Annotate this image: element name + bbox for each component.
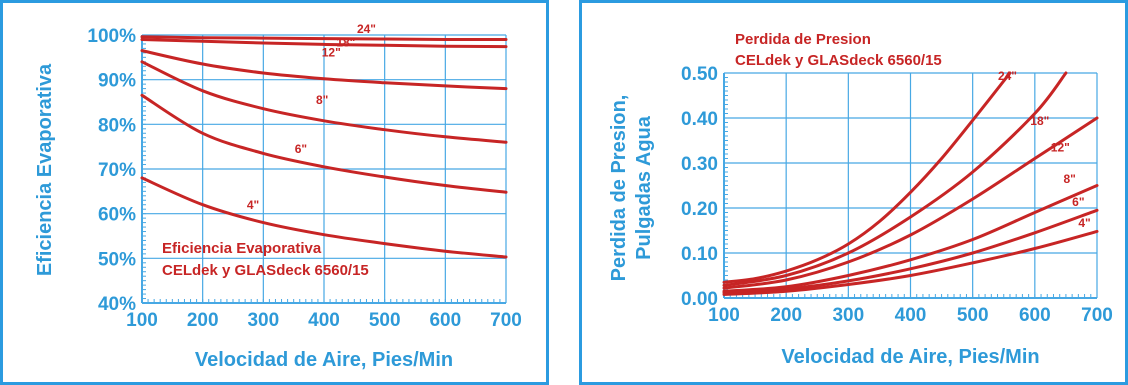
- evaporative-efficiency-chart: 100 200 300 400 500 600 700 40% 50% 60% 70% 80% 90% 1…: [34, 22, 522, 371]
- x-axis-title: Velocidad de Aire, Pies/Min: [195, 349, 453, 371]
- y-tick-label: 0.20: [681, 199, 718, 220]
- series-line: [722, 71, 1012, 284]
- y-tick-label: 0.50: [681, 64, 718, 85]
- y-tick-label: 80%: [98, 115, 136, 136]
- series-line: [140, 35, 508, 42]
- y-tick-label: 50%: [98, 249, 136, 270]
- y-axis-title-line: Perdida de Presion,: [608, 95, 630, 282]
- x-tick-label: 300: [832, 305, 864, 326]
- series-label: 8": [316, 93, 328, 107]
- series-label: 12": [1051, 140, 1070, 154]
- series-label: 24": [998, 69, 1017, 83]
- y-tick-label: 100%: [87, 26, 136, 47]
- pressure-drop-chart: 100 200 300 400 500 600 700 0.00 0.10 0.20 0.30 0.4…: [608, 31, 1113, 368]
- y-tick-label: 0.30: [681, 154, 718, 175]
- series-label: 6": [295, 142, 307, 156]
- series-label: 24": [357, 22, 376, 36]
- series-line: [140, 176, 508, 259]
- x-tick-label: 200: [187, 310, 219, 331]
- series-label: 4": [247, 198, 259, 212]
- series-line: [140, 38, 508, 49]
- y-tick-label: 40%: [98, 294, 136, 315]
- x-axis-title: Velocidad de Aire, Pies/Min: [781, 346, 1039, 368]
- x-tick-label: 400: [895, 305, 927, 326]
- chart-title-line: CELdek y GLASdeck 6560/15: [735, 52, 942, 69]
- series-line: [722, 71, 1068, 287]
- y-tick-label: 70%: [98, 160, 136, 181]
- y-tick-label: 60%: [98, 205, 136, 226]
- x-tick-label: 600: [429, 310, 461, 331]
- series-label: 8": [1063, 172, 1075, 186]
- x-tick-label: 700: [1081, 305, 1113, 326]
- chart-title-line: Eficiencia Evaporativa: [162, 240, 322, 257]
- series-line: [140, 93, 508, 194]
- series-line: [722, 184, 1099, 293]
- series-label: 18": [336, 36, 355, 50]
- x-tick-label: 400: [308, 310, 340, 331]
- series-label: 18": [1030, 114, 1049, 128]
- y-axis-title-line: Pulgadas Agua: [633, 115, 655, 260]
- y-axis-title: Eficiencia Evaporativa: [34, 63, 56, 276]
- series-label: 6": [1072, 195, 1084, 209]
- x-tick-label: 300: [247, 310, 279, 331]
- y-tick-label: 0.10: [681, 244, 718, 265]
- chart-title-line: CELdek y GLASdeck 6560/15: [162, 262, 369, 279]
- x-tick-label: 500: [369, 310, 401, 331]
- series-line: [140, 60, 508, 144]
- x-tick-label: 100: [708, 305, 740, 326]
- x-tick-label: 700: [490, 310, 522, 331]
- chart-frame: [579, 0, 1128, 385]
- series-label: 12": [322, 45, 341, 59]
- x-tick-label: 200: [770, 305, 802, 326]
- y-tick-label: 0.40: [681, 109, 718, 130]
- x-tick-label: 500: [957, 305, 989, 326]
- series-line: [722, 116, 1099, 290]
- x-tick-label: 600: [1019, 305, 1051, 326]
- series-line: [140, 49, 508, 91]
- series-line: [722, 229, 1099, 296]
- x-tick-label: 100: [126, 310, 158, 331]
- series-label: 4": [1078, 216, 1090, 230]
- y-tick-label: 0.00: [681, 289, 718, 310]
- y-tick-label: 90%: [98, 71, 136, 92]
- series-line: [722, 208, 1099, 295]
- chart-title-line: Perdida de Presion: [735, 31, 871, 48]
- chart-frame: [0, 0, 549, 385]
- evaporative-efficiency-panel: 100 200 300 400 500 600 700 40% 50% 60% 70% 80% 90% 1…: [0, 0, 549, 385]
- pressure-drop-panel: 100 200 300 400 500 600 700 0.00 0.10 0.20 0.30 0.4…: [579, 0, 1128, 385]
